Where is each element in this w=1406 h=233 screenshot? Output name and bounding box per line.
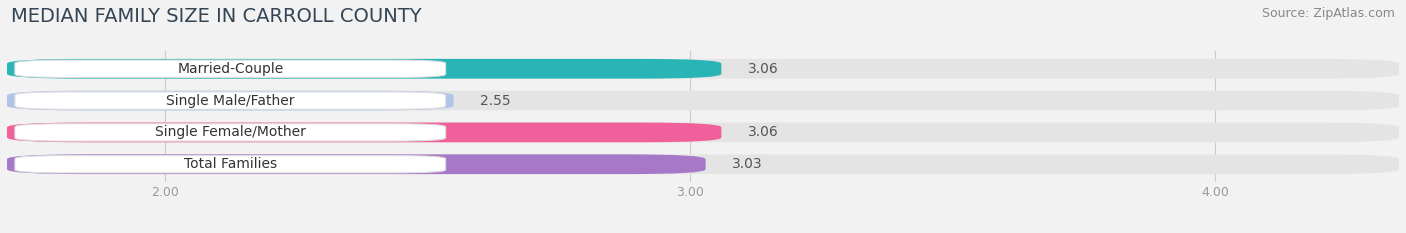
Text: 3.06: 3.06	[748, 62, 779, 76]
Text: Source: ZipAtlas.com: Source: ZipAtlas.com	[1261, 7, 1395, 20]
Text: Single Male/Father: Single Male/Father	[166, 94, 294, 108]
FancyBboxPatch shape	[7, 59, 721, 79]
Text: Total Families: Total Families	[184, 157, 277, 171]
FancyBboxPatch shape	[7, 123, 721, 142]
FancyBboxPatch shape	[15, 156, 446, 173]
FancyBboxPatch shape	[7, 154, 706, 174]
Text: MEDIAN FAMILY SIZE IN CARROLL COUNTY: MEDIAN FAMILY SIZE IN CARROLL COUNTY	[11, 7, 422, 26]
Text: 2.55: 2.55	[479, 94, 510, 108]
FancyBboxPatch shape	[7, 91, 454, 110]
Text: 3.06: 3.06	[748, 125, 779, 139]
FancyBboxPatch shape	[7, 154, 1399, 174]
FancyBboxPatch shape	[15, 92, 446, 109]
FancyBboxPatch shape	[15, 60, 446, 77]
FancyBboxPatch shape	[7, 91, 1399, 110]
FancyBboxPatch shape	[15, 124, 446, 141]
Text: Married-Couple: Married-Couple	[177, 62, 284, 76]
FancyBboxPatch shape	[7, 123, 1399, 142]
Text: 3.03: 3.03	[733, 157, 762, 171]
FancyBboxPatch shape	[7, 59, 1399, 79]
Text: Single Female/Mother: Single Female/Mother	[155, 125, 305, 139]
